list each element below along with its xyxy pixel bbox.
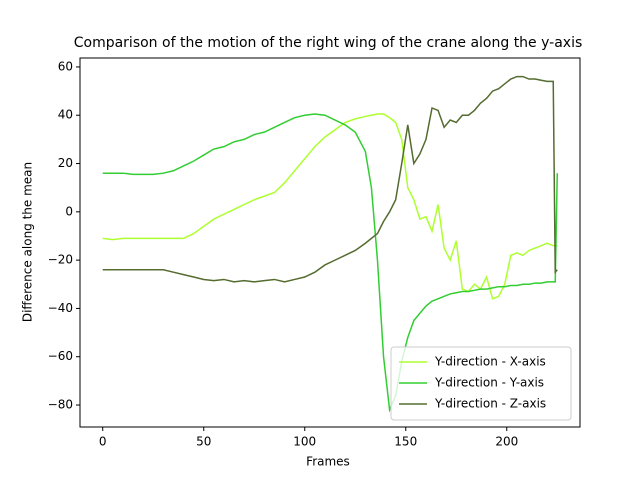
y-tick-label: 20 xyxy=(58,156,73,170)
y-tick-label: −80 xyxy=(48,398,73,412)
data-line xyxy=(102,113,558,300)
chart-title: Comparison of the motion of the right wi… xyxy=(74,35,583,51)
legend-box xyxy=(390,346,572,421)
y-tick-label: 0 xyxy=(65,204,73,218)
y-tick-label: −20 xyxy=(48,253,73,267)
data-line xyxy=(102,75,558,283)
x-axis-label: Frames xyxy=(306,455,350,469)
legend: Y-direction - X-axis Y-direction - Y-axis… xyxy=(390,346,572,421)
data-line xyxy=(102,113,559,413)
legend-label: Y-direction - X-axis xyxy=(434,355,546,369)
y-tick-label: 60 xyxy=(58,59,73,73)
y-tick-label: 40 xyxy=(58,108,73,122)
legend-label: Y-direction - Z-axis xyxy=(434,397,546,411)
y-tick-label: −40 xyxy=(48,301,73,315)
x-tick-label: 0 xyxy=(99,435,107,449)
x-tick-label: 150 xyxy=(394,435,417,449)
x-tick-label: 100 xyxy=(293,435,316,449)
y-tick-label: −60 xyxy=(48,349,73,363)
y-axis-label: Difference along the mean xyxy=(21,162,35,322)
x-tick-label: 200 xyxy=(495,435,518,449)
plot-frame xyxy=(79,57,581,428)
legend-label: Y-direction - Y-axis xyxy=(434,376,544,390)
x-tick-label: 50 xyxy=(196,435,211,449)
